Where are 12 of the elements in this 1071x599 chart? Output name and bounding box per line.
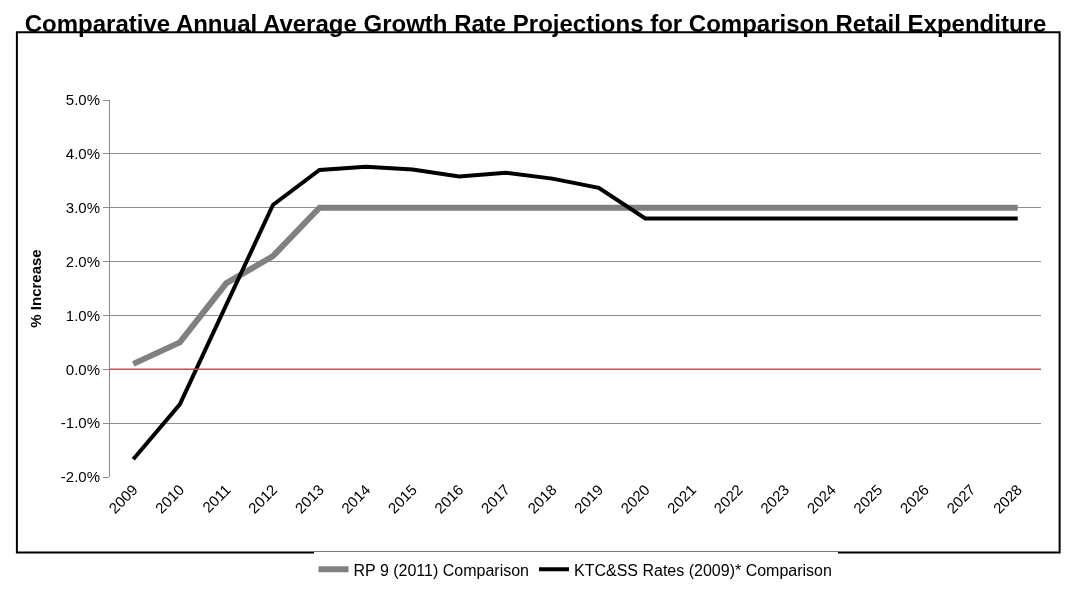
chart-title: Comparative Annual Average Growth Rate Projections for Comparison Retail Expenditure: [24, 9, 1047, 37]
y-tick-label: 1.0%: [65, 306, 100, 324]
y-tick-label: -2.0%: [60, 468, 100, 486]
legend-label: KTC&SS Rates (2009)* Comparison: [574, 561, 832, 579]
y-tick-label: 0.0%: [65, 360, 100, 378]
y-tick-label: 4.0%: [65, 145, 100, 163]
y-tick-label: 2.0%: [65, 252, 100, 270]
y-tick-label: -1.0%: [60, 414, 100, 432]
legend-label: RP 9 (2011) Comparison: [353, 561, 529, 579]
y-axis-title: % Increase: [27, 249, 45, 328]
y-tick-label: 3.0%: [65, 198, 100, 216]
y-tick-label: 5.0%: [65, 91, 100, 109]
